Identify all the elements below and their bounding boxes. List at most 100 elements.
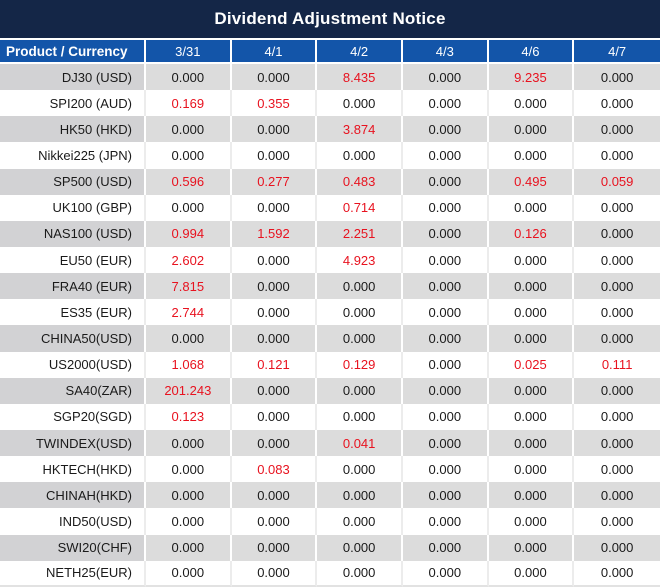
dividend-value-cell: 0.000 [146,429,232,457]
dividend-value-cell: 0.000 [574,429,660,457]
dividend-value-cell: 0.083 [231,456,318,483]
dividend-value-cell: 0.000 [488,560,575,587]
table-row: SGP20(SGD) 0.123 0.000 0.000 0.000 0.000 0.000 [0,403,660,430]
dividend-value-cell: 0.000 [146,560,232,587]
dividend-value-cell: 0.000 [402,560,489,587]
dividend-value-cell: 0.000 [488,116,575,143]
dividend-value-cell: 0.000 [402,508,489,535]
dividend-value-cell: 0.000 [231,246,318,274]
title-bar: Dividend Adjustment Notice [0,0,660,38]
dividend-value-cell: 0.000 [231,142,318,169]
product-cell: NETH25(EUR) [0,560,146,587]
date-column-header: 3/31 [146,38,232,64]
dividend-value-cell: 4.923 [317,246,403,274]
dividend-value-cell: 0.495 [488,168,575,195]
dividend-value-cell: 0.000 [146,482,232,509]
dividend-value-cell: 0.000 [488,90,575,117]
table-row: HKTECH(HKD) 0.000 0.083 0.000 0.000 0.000 0.00… [0,456,660,483]
table-row: HK50 (HKD) 0.000 0.000 3.874 0.000 0.000 0.000 [0,116,660,143]
dividend-value-cell: 0.000 [402,116,489,143]
dividend-value-cell: 0.000 [402,220,489,247]
header-row: Product / Currency 3/31 4/1 4/2 4/3 4/6 4/7 [0,38,660,64]
product-cell: CHINA50(USD) [0,325,146,352]
dividend-value-cell: 0.000 [574,403,660,430]
dividend-value-cell: 0.000 [402,273,489,300]
dividend-value-cell: 0.025 [488,351,575,378]
dividend-value-cell: 0.000 [574,325,660,352]
product-currency-header: Product / Currency [0,38,146,64]
dividend-value-cell: 0.000 [146,64,232,91]
dividend-value-cell: 0.000 [231,560,318,587]
dividend-value-cell: 0.000 [402,429,489,457]
table-row: UK100 (GBP) 0.000 0.000 0.714 0.000 0.000 0.00… [0,194,660,221]
dividend-value-cell: 0.000 [488,273,575,300]
dividend-value-cell: 0.000 [317,299,403,326]
product-cell: SGP20(SGD) [0,403,146,430]
date-column-header: 4/7 [574,38,660,64]
dividend-value-cell: 2.251 [317,220,403,247]
dividend-value-cell: 0.000 [317,508,403,535]
dividend-value-cell: 0.000 [402,325,489,352]
dividend-value-cell: 0.000 [488,325,575,352]
dividend-value-cell: 0.000 [317,560,403,587]
dividend-value-cell: 0.000 [488,142,575,169]
dividend-value-cell: 0.000 [488,482,575,509]
dividend-value-cell: 0.000 [488,429,575,457]
dividend-value-cell: 0.000 [574,560,660,587]
table-row: SA40(ZAR) 201.243 0.000 0.000 0.000 0.000 0.00… [0,377,660,404]
dividend-value-cell: 0.121 [231,351,318,378]
dividend-value-cell: 0.169 [146,90,232,117]
product-cell: IND50(USD) [0,508,146,535]
date-column-header: 4/6 [488,38,575,64]
dividend-value-cell: 0.000 [231,429,318,457]
dividend-value-cell: 0.000 [317,403,403,430]
table-row: SWI20(CHF) 0.000 0.000 0.000 0.000 0.000 0.000 [0,534,660,561]
dividend-value-cell: 201.243 [146,377,232,404]
table-row: FRA40 (EUR) 7.815 0.000 0.000 0.000 0.000 0.00… [0,273,660,300]
dividend-value-cell: 0.277 [231,168,318,195]
dividend-value-cell: 0.000 [317,482,403,509]
dividend-value-cell: 0.000 [402,246,489,274]
dividend-value-cell: 0.000 [402,351,489,378]
dividend-value-cell: 0.000 [231,116,318,143]
dividend-value-cell: 9.235 [488,64,575,91]
dividend-value-cell: 0.000 [574,220,660,247]
dividend-value-cell: 0.000 [574,508,660,535]
dividend-value-cell: 0.059 [574,168,660,195]
dividend-value-cell: 0.000 [574,299,660,326]
dividend-value-cell: 0.000 [317,456,403,483]
dividend-value-cell: 0.000 [231,377,318,404]
product-cell: CHINAH(HKD) [0,482,146,509]
product-cell: DJ30 (USD) [0,64,146,91]
dividend-value-cell: 0.000 [146,325,232,352]
dividend-value-cell: 7.815 [146,273,232,300]
dividend-value-cell: 0.000 [231,299,318,326]
date-column-header: 4/3 [402,38,489,64]
dividend-value-cell: 0.000 [402,64,489,91]
dividend-value-cell: 0.000 [402,194,489,221]
dividend-value-cell: 0.000 [231,403,318,430]
dividend-value-cell: 1.068 [146,351,232,378]
product-cell: NAS100 (USD) [0,220,146,247]
dividend-value-cell: 0.000 [317,534,403,561]
table-row: TWINDEX(USD) 0.000 0.000 0.041 0.000 0.000 0.0… [0,429,660,457]
product-cell: HKTECH(HKD) [0,456,146,483]
table-row: CHINAH(HKD) 0.000 0.000 0.000 0.000 0.000 0.00… [0,482,660,509]
dividend-value-cell: 1.592 [231,220,318,247]
dividend-value-cell: 0.000 [146,534,232,561]
table-row: ES35 (EUR) 2.744 0.000 0.000 0.000 0.000 0.000 [0,299,660,326]
dividend-value-cell: 0.714 [317,194,403,221]
dividend-value-cell: 0.000 [488,246,575,274]
dividend-value-cell: 0.000 [317,142,403,169]
table-row: Nikkei225 (JPN) 0.000 0.000 0.000 0.000 0.000… [0,142,660,169]
table-row: NETH25(EUR) 0.000 0.000 0.000 0.000 0.000 0.00… [0,560,660,587]
dividend-table: Product / Currency 3/31 4/1 4/2 4/3 4/6 4/7 D… [0,38,660,587]
dividend-value-cell: 0.000 [231,194,318,221]
dividend-value-cell: 0.000 [574,273,660,300]
dividend-value-cell: 0.000 [402,299,489,326]
dividend-value-cell: 0.000 [574,534,660,561]
table-row: SP500 (USD) 0.596 0.277 0.483 0.000 0.495 0.05… [0,168,660,195]
dividend-value-cell: 0.000 [402,142,489,169]
table-row: SPI200 (AUD) 0.169 0.355 0.000 0.000 0.000 0.0… [0,90,660,117]
product-cell: Nikkei225 (JPN) [0,142,146,169]
